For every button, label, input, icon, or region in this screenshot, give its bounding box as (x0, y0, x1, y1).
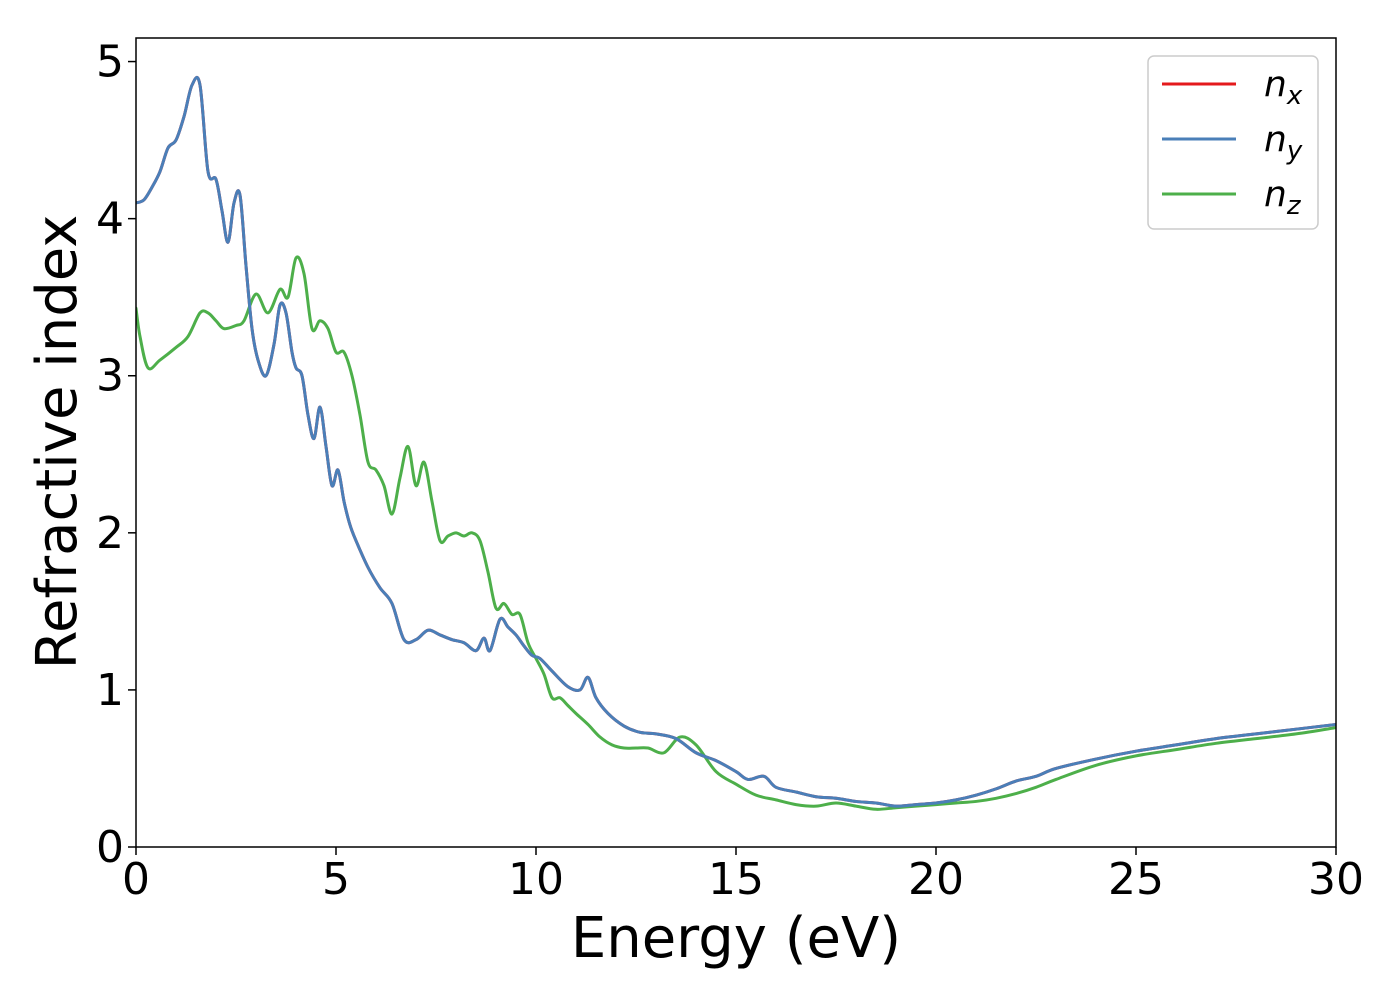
series-layer (136, 75, 1336, 811)
x-tick-label: 30 (1308, 854, 1364, 905)
y-axis: 0 1 2 3 4 5 (96, 37, 136, 873)
legend-label-ny: ny (1264, 119, 1303, 166)
x-axis-label: Energy (eV) (571, 906, 901, 971)
series-line-ny (136, 75, 1336, 808)
x-tick-label: 5 (322, 854, 350, 905)
y-tick-label: 3 (96, 351, 124, 402)
y-tick-label: 4 (96, 194, 124, 245)
legend-label-nz: nz (1264, 174, 1302, 221)
x-tick-label: 0 (122, 854, 150, 905)
y-tick-label: 0 (96, 822, 124, 873)
x-tick-label: 15 (708, 854, 764, 905)
legend: nx ny nz (1147, 55, 1319, 230)
x-tick-label: 25 (1108, 854, 1164, 905)
x-tick-label: 10 (508, 854, 564, 905)
y-tick-label: 5 (96, 37, 124, 88)
y-axis-label: Refractive index (25, 215, 90, 670)
y-tick-label: 1 (96, 665, 124, 716)
series-line-nz (136, 255, 1336, 811)
x-axis: 0 5 10 15 20 25 30 (122, 847, 1364, 905)
legend-box (1147, 55, 1319, 230)
legend-label-nx: nx (1264, 64, 1303, 111)
x-tick-label: 20 (908, 854, 964, 905)
y-tick-label: 2 (96, 508, 124, 559)
